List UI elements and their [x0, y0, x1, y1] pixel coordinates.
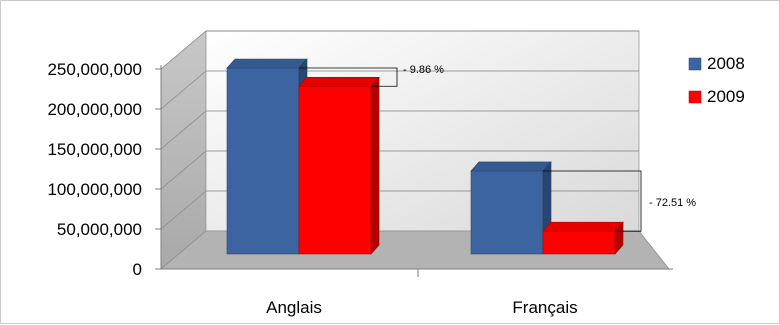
legend-swatch-2008 [688, 57, 702, 71]
bar-top [542, 221, 624, 232]
annotations: - 9.86 % - 72.51 % [299, 64, 696, 232]
bar-top [226, 58, 308, 69]
bar-top [470, 161, 552, 172]
legend: 2008 2009 [688, 54, 745, 106]
bracket [543, 170, 642, 232]
bar-front [542, 230, 616, 255]
side-wall [160, 30, 207, 270]
bar-front [470, 170, 544, 255]
bar-2009-français [542, 221, 624, 255]
x-category-label: Anglais [266, 298, 322, 317]
legend-swatch-2009 [688, 90, 702, 104]
y-tick-label: 50,000,000 [57, 220, 142, 239]
y-tick-label: 200,000,000 [47, 100, 142, 119]
bar-2008-français [470, 161, 552, 255]
bar-side [614, 221, 624, 255]
y-tick-label: 150,000,000 [47, 140, 142, 159]
legend-label-2009: 2009 [707, 87, 745, 106]
gridline-side [160, 110, 207, 150]
legend-label-2008: 2008 [707, 54, 745, 73]
percent-change-label: - 9.86 % [403, 64, 444, 76]
y-tick-label: 0 [133, 260, 142, 279]
bar-2009-anglais [298, 76, 380, 255]
bars [226, 58, 624, 255]
percent-change-label: - 72.51 % [649, 197, 696, 209]
bar-2008-anglais [226, 58, 308, 255]
axes: 0 50,000,000 100,000,000 150,000,000 200,000… [47, 60, 673, 317]
x-category-label: Français [512, 298, 577, 317]
bracket [299, 67, 398, 87]
bar-front [226, 67, 300, 255]
bar-side [370, 76, 380, 255]
bar-top [298, 76, 380, 87]
gridline-side [160, 30, 207, 70]
gridline-side [160, 70, 207, 110]
y-tick-label: 100,000,000 [47, 180, 142, 199]
y-tick-label: 250,000,000 [47, 60, 142, 79]
gridline-side [160, 150, 207, 190]
gridline-side [160, 190, 207, 230]
bar-front [298, 85, 372, 255]
